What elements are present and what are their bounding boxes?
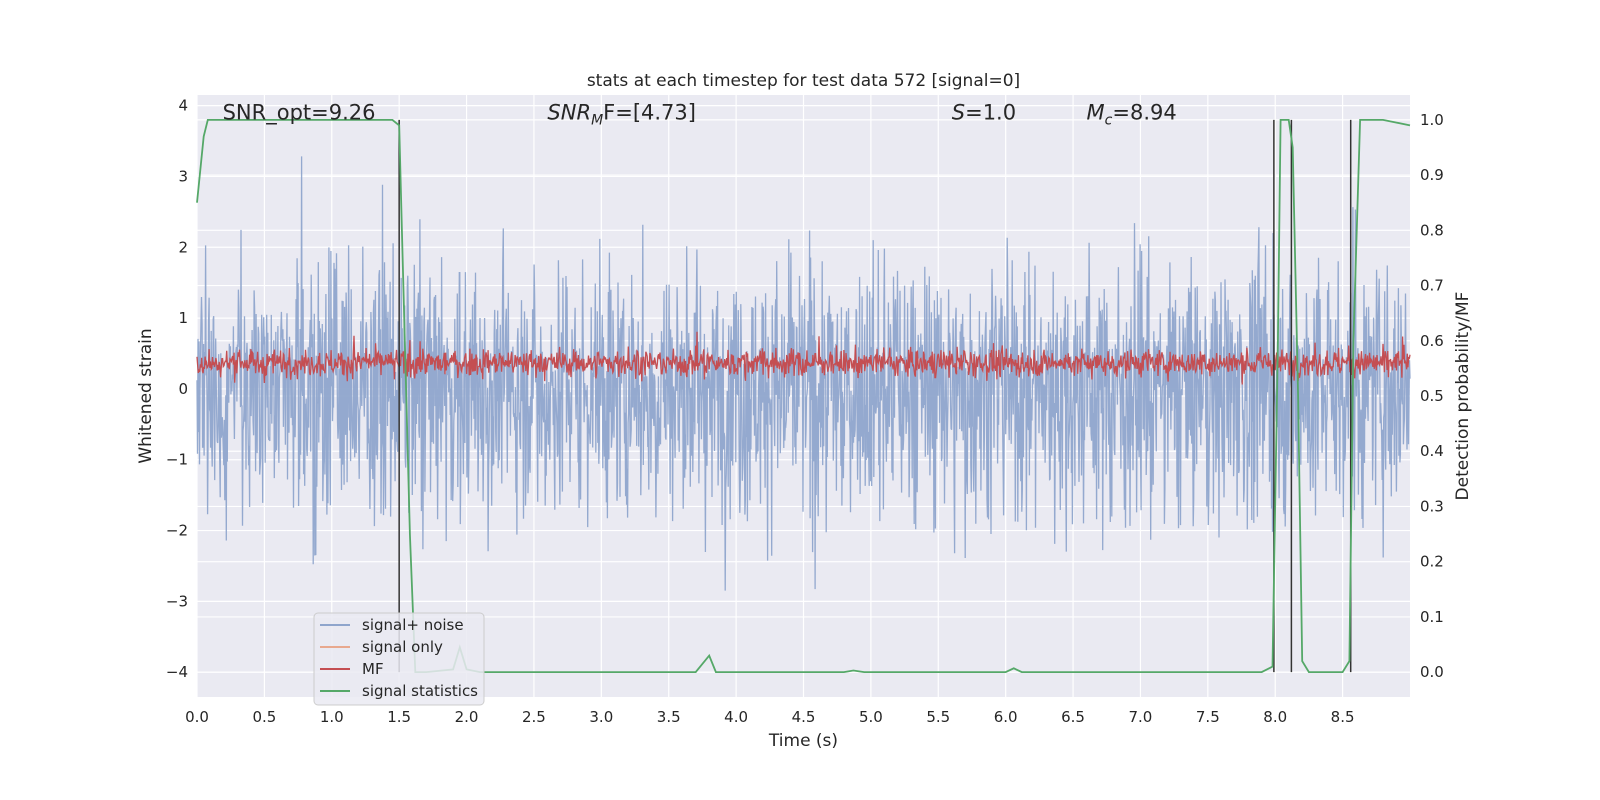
legend: signal+ noise signal only MF signal statist… [313,612,485,706]
x-tick-label: 1.0 [320,708,344,726]
y-tick-label: 2 [178,238,188,256]
y-right-tick-label: 0.1 [1420,608,1444,626]
x-tick-label: 1.5 [387,708,411,726]
legend-entry: signal only [362,638,443,656]
y-right-tick-label: 0.2 [1420,553,1444,571]
x-axis-label: Time (s) [768,731,838,751]
x-tick-label: 3.5 [657,708,681,726]
vertical-markers [398,119,1352,673]
y-right-tick-label: 0.3 [1420,497,1444,515]
y-right-tick-label: 0.7 [1420,277,1444,295]
series-layer [196,119,1411,673]
y-right-tick-label: 0.5 [1420,387,1444,405]
x-tick-label: 7.5 [1196,708,1220,726]
y-right-tick-label: 1.0 [1420,111,1444,129]
legend-entry: MF [362,660,384,678]
y-right-tick-label: 0.9 [1420,166,1444,184]
y-tick-label: 3 [178,167,188,185]
x-tick-label: 7.0 [1129,708,1153,726]
x-tick-label: 8.5 [1331,708,1355,726]
y-tick-label: 4 [178,97,188,115]
annotation-text: Mc=8.94 [1087,101,1177,129]
y-tick-label: 0 [178,380,188,398]
chart-title: stats at each timestep for test data 572… [587,71,1020,91]
y-tick-label: −4 [166,663,188,681]
x-tick-label: 0.5 [252,708,276,726]
annotation-text: SNRMF=[4.73] [547,101,696,129]
y-tick-label: 1 [178,309,188,327]
x-tick-label: 2.0 [455,708,479,726]
x-tick-label: 6.5 [1061,708,1085,726]
legend-entry: signal statistics [362,682,478,700]
y-tick-label: −2 [166,522,188,540]
series-line-signal-statistics [196,119,1411,673]
y-right-tick-label: 0.0 [1420,663,1444,681]
y-right-tick-label: 0.8 [1420,221,1444,239]
y-tick-label: −3 [166,592,188,610]
legend-box [313,612,485,706]
annotations: SNR_opt=9.26 SNRMF=[4.73] S=1.0 Mc=8.94 [223,101,1177,129]
x-tick-label: 8.0 [1263,708,1287,726]
x-tick-label: 5.5 [926,708,950,726]
y-axis-right-label: Detection probability/MF [1453,292,1473,501]
y-axis-label: Whitened strain [136,328,156,463]
x-tick-label: 0.0 [185,708,209,726]
x-tick-label: 3.0 [589,708,613,726]
legend-entry: signal+ noise [362,616,464,634]
x-tick-label: 5.0 [859,708,883,726]
x-tick-label: 4.0 [724,708,748,726]
x-tick-label: 6.0 [994,708,1018,726]
y-right-tick-label: 0.6 [1420,332,1444,350]
annotation-text: SNR_opt=9.26 [223,101,376,126]
y-tick-label: −1 [166,451,188,469]
x-tick-label: 2.5 [522,708,546,726]
x-tick-label: 4.5 [792,708,816,726]
y-right-tick-label: 0.4 [1420,442,1444,460]
annotation-text: S=1.0 [952,101,1016,125]
tick-labels: 0.0 0.5 1.0 1.5 2.0 2.5 3.0 3.5 4.0 4.5 5.0 5.5 6.0 6… [166,97,1444,726]
